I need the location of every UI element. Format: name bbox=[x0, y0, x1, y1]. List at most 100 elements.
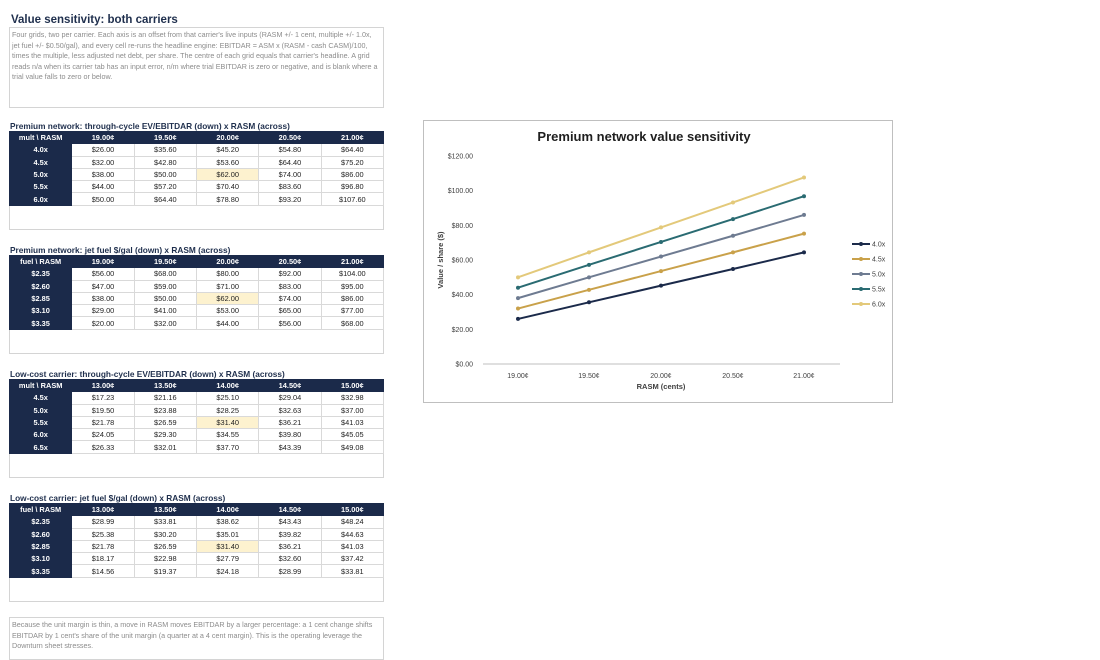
table-cell[interactable]: $41.03 bbox=[320, 415, 385, 430]
table-cell[interactable]: $19.50 bbox=[71, 403, 135, 417]
table-cell[interactable]: $33.81 bbox=[320, 564, 385, 578]
table-cell[interactable]: $21.16 bbox=[133, 391, 197, 405]
table-cell[interactable]: $48.24 bbox=[320, 515, 385, 529]
headline-cell[interactable]: $62.00 bbox=[195, 167, 260, 182]
table-cell[interactable]: $24.18 bbox=[195, 564, 260, 578]
table-cell[interactable]: $74.00 bbox=[258, 167, 322, 182]
table-cell[interactable]: $28.99 bbox=[71, 515, 135, 529]
table-cell[interactable]: $26.59 bbox=[133, 415, 197, 430]
table-cell[interactable]: $47.00 bbox=[71, 279, 135, 293]
table-cell[interactable]: $23.88 bbox=[133, 403, 197, 417]
table-cell[interactable]: $34.55 bbox=[195, 428, 260, 442]
table-cell[interactable]: $54.80 bbox=[258, 143, 322, 157]
table-cell[interactable]: $32.98 bbox=[320, 391, 385, 405]
headline-cell[interactable]: $31.40 bbox=[195, 415, 260, 430]
table-cell[interactable]: $21.78 bbox=[71, 415, 135, 430]
table-cell[interactable]: $20.00 bbox=[71, 316, 135, 330]
table-cell[interactable]: $27.79 bbox=[195, 552, 260, 566]
headline-cell[interactable]: $62.00 bbox=[195, 291, 260, 306]
table-cell[interactable]: $50.00 bbox=[133, 167, 197, 182]
table-cell[interactable]: $68.00 bbox=[320, 316, 385, 330]
table-cell[interactable]: $35.01 bbox=[195, 527, 260, 541]
table-cell[interactable]: $64.40 bbox=[258, 155, 322, 169]
table-cell[interactable]: $77.00 bbox=[320, 304, 385, 318]
table-cell[interactable]: $28.25 bbox=[195, 403, 260, 417]
table-cell[interactable]: $17.23 bbox=[71, 391, 135, 405]
table-cell[interactable]: $59.00 bbox=[133, 279, 197, 293]
table-cell[interactable]: $22.98 bbox=[133, 552, 197, 566]
table-cell[interactable]: $25.10 bbox=[195, 391, 260, 405]
table-cell[interactable]: $56.00 bbox=[71, 267, 135, 281]
table-cell[interactable]: $38.00 bbox=[71, 167, 135, 182]
table-cell[interactable]: $71.00 bbox=[195, 279, 260, 293]
table-cell[interactable]: $49.08 bbox=[320, 440, 385, 454]
table-cell[interactable]: $26.59 bbox=[133, 539, 197, 554]
table-cell[interactable]: $53.00 bbox=[195, 304, 260, 318]
table-cell[interactable]: $38.62 bbox=[195, 515, 260, 529]
table-cell[interactable]: $33.81 bbox=[133, 515, 197, 529]
table-cell[interactable]: $38.00 bbox=[71, 291, 135, 306]
table-cell[interactable]: $75.20 bbox=[320, 155, 385, 169]
table-cell[interactable]: $39.82 bbox=[258, 527, 322, 541]
table-cell[interactable]: $93.20 bbox=[258, 192, 322, 206]
table-cell[interactable]: $92.00 bbox=[258, 267, 322, 281]
table-cell[interactable]: $64.40 bbox=[133, 192, 197, 206]
table-cell[interactable]: $42.80 bbox=[133, 155, 197, 169]
table-cell[interactable]: $32.01 bbox=[133, 440, 197, 454]
table-cell[interactable]: $29.00 bbox=[71, 304, 135, 318]
table-cell[interactable]: $45.05 bbox=[320, 428, 385, 442]
table-cell[interactable]: $44.63 bbox=[320, 527, 385, 541]
table-cell[interactable]: $41.03 bbox=[320, 539, 385, 554]
table-cell[interactable]: $26.00 bbox=[71, 143, 135, 157]
table-cell[interactable]: $50.00 bbox=[71, 192, 135, 206]
table-cell[interactable]: $83.00 bbox=[258, 279, 322, 293]
table-cell[interactable]: $83.60 bbox=[258, 180, 322, 194]
table-cell[interactable]: $44.00 bbox=[195, 316, 260, 330]
table-cell[interactable]: $45.20 bbox=[195, 143, 260, 157]
table-cell[interactable]: $29.30 bbox=[133, 428, 197, 442]
table-cell[interactable]: $56.00 bbox=[258, 316, 322, 330]
table-cell[interactable]: $53.60 bbox=[195, 155, 260, 169]
table-cell[interactable]: $43.39 bbox=[258, 440, 322, 454]
table-cell[interactable]: $74.00 bbox=[258, 291, 322, 306]
table-cell[interactable]: $18.17 bbox=[71, 552, 135, 566]
table-cell[interactable]: $68.00 bbox=[133, 267, 197, 281]
table-cell[interactable]: $95.00 bbox=[320, 279, 385, 293]
table-cell[interactable]: $44.00 bbox=[71, 180, 135, 194]
table-cell[interactable]: $32.00 bbox=[71, 155, 135, 169]
table-cell[interactable]: $43.43 bbox=[258, 515, 322, 529]
table-cell[interactable]: $19.37 bbox=[133, 564, 197, 578]
table-cell[interactable]: $36.21 bbox=[258, 415, 322, 430]
table-cell[interactable]: $26.33 bbox=[71, 440, 135, 454]
table-cell[interactable]: $86.00 bbox=[320, 291, 385, 306]
table-cell[interactable]: $37.70 bbox=[195, 440, 260, 454]
table-cell[interactable]: $32.60 bbox=[258, 552, 322, 566]
table-cell[interactable]: $86.00 bbox=[320, 167, 385, 182]
table-cell[interactable]: $29.04 bbox=[258, 391, 322, 405]
table-cell[interactable]: $80.00 bbox=[195, 267, 260, 281]
table-cell[interactable]: $104.00 bbox=[320, 267, 385, 281]
table-cell[interactable]: $28.99 bbox=[258, 564, 322, 578]
table-cell[interactable]: $64.40 bbox=[320, 143, 385, 157]
table-cell[interactable]: $36.21 bbox=[258, 539, 322, 554]
table-cell[interactable]: $32.00 bbox=[133, 316, 197, 330]
table-cell[interactable]: $21.78 bbox=[71, 539, 135, 554]
table-cell[interactable]: $24.05 bbox=[71, 428, 135, 442]
table-cell[interactable]: $107.60 bbox=[320, 192, 385, 206]
table-cell[interactable]: $70.40 bbox=[195, 180, 260, 194]
table-cell[interactable]: $30.20 bbox=[133, 527, 197, 541]
table-cell[interactable]: $41.00 bbox=[133, 304, 197, 318]
table-cell[interactable]: $25.38 bbox=[71, 527, 135, 541]
table-cell[interactable]: $50.00 bbox=[133, 291, 197, 306]
table-cell[interactable]: $65.00 bbox=[258, 304, 322, 318]
table-cell[interactable]: $37.42 bbox=[320, 552, 385, 566]
table-cell[interactable]: $37.00 bbox=[320, 403, 385, 417]
table-cell[interactable]: $96.80 bbox=[320, 180, 385, 194]
table-cell[interactable]: $78.80 bbox=[195, 192, 260, 206]
table-cell[interactable]: $14.56 bbox=[71, 564, 135, 578]
table-cell[interactable]: $57.20 bbox=[133, 180, 197, 194]
table-cell[interactable]: $32.63 bbox=[258, 403, 322, 417]
table-cell[interactable]: $39.80 bbox=[258, 428, 322, 442]
headline-cell[interactable]: $31.40 bbox=[195, 539, 260, 554]
table-cell[interactable]: $35.60 bbox=[133, 143, 197, 157]
